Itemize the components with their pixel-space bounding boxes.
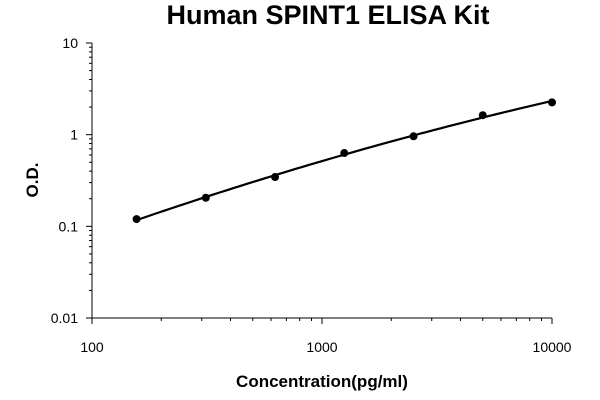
x-axis-label: Concentration(pg/ml)	[236, 372, 408, 391]
y-tick-label: 1	[70, 127, 78, 143]
y-tick-label: 0.1	[59, 218, 79, 234]
data-point	[201, 193, 210, 202]
data-point	[478, 111, 487, 120]
x-tick-label: 100	[80, 339, 104, 355]
y-tick-label: 10	[62, 35, 78, 51]
y-tick-label: 0.01	[51, 310, 78, 326]
series-layer	[132, 98, 556, 224]
data-point	[340, 149, 349, 158]
data-point	[132, 215, 141, 224]
x-tick-label: 10000	[533, 339, 572, 355]
chart-title: Human SPINT1 ELISA Kit	[166, 0, 489, 30]
y-axis-label: O.D.	[23, 163, 42, 198]
data-point	[409, 132, 418, 141]
y-axis-ticks: 0.01 0.1 1 10	[51, 35, 92, 326]
data-point	[271, 173, 280, 182]
data-point	[548, 98, 556, 107]
x-axis-ticks: 100 1000 10000	[80, 318, 572, 355]
x-tick-label: 1000	[306, 339, 337, 355]
fit-curve	[136, 99, 553, 222]
axes	[91, 43, 552, 319]
